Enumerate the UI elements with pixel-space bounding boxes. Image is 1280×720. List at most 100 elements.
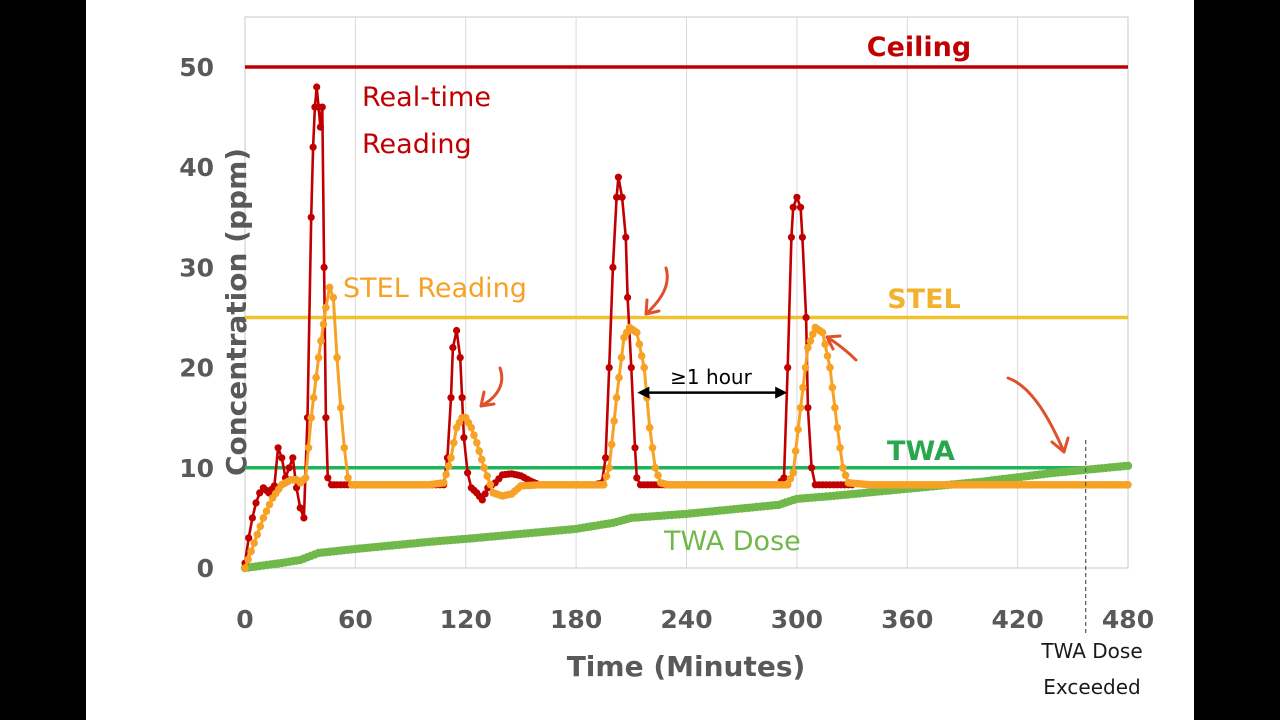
ceiling-label: Ceiling [867, 32, 971, 63]
data-point [796, 403, 805, 412]
data-point [786, 475, 795, 483]
data-point [244, 555, 252, 564]
data-point [477, 455, 486, 464]
data-point [831, 403, 839, 412]
data-point [804, 343, 812, 352]
data-point [301, 474, 310, 482]
data-point [841, 471, 850, 480]
one-hour-arrowhead-left [637, 386, 650, 399]
data-point [241, 564, 249, 572]
twa-exceeded-label-line2: Exceeded [1043, 675, 1140, 699]
y-tick-label: 50 [179, 53, 214, 82]
data-point [289, 454, 297, 462]
data-point [1123, 461, 1133, 470]
x-tick-label: 120 [440, 605, 492, 634]
data-point [439, 479, 448, 487]
chart-figure: 0 60 120 180 240 300 360 420 480 0 10 20 30 40 50 Tim… [86, 0, 1194, 720]
data-point [823, 352, 832, 360]
data-point [635, 340, 644, 349]
x-tick-label: 0 [236, 605, 253, 634]
x-tick-label: 420 [992, 605, 1044, 634]
y-tick-label: 20 [179, 354, 214, 383]
data-point [791, 447, 800, 455]
x-tick-label: 180 [550, 605, 602, 634]
data-point [618, 193, 626, 201]
data-point [262, 507, 271, 515]
data-point [783, 481, 792, 489]
data-point [483, 472, 492, 480]
data-point [617, 353, 626, 362]
data-point [633, 474, 641, 482]
data-point [245, 534, 253, 542]
data-point [447, 394, 455, 402]
data-point [475, 447, 484, 455]
data-point [317, 337, 325, 345]
data-point [464, 469, 472, 477]
y-axis-title: Concentration (ppm) [220, 148, 253, 476]
data-point [312, 373, 320, 382]
data-point [789, 203, 797, 211]
x-tick-label: 60 [338, 605, 373, 634]
arrow-icon [644, 266, 669, 316]
data-point [333, 353, 341, 362]
data-point [605, 364, 613, 372]
x-axis-title: Time (Minutes) [567, 650, 806, 683]
data-point [322, 303, 330, 312]
data-point [787, 233, 796, 241]
data-point [651, 464, 659, 472]
one-hour-annotation: ≥1 hour [637, 365, 788, 399]
data-point [467, 423, 476, 432]
data-point [300, 514, 308, 522]
realtime-label-line1: Real-time [362, 82, 491, 113]
data-point [607, 440, 616, 449]
data-point [250, 539, 258, 547]
data-point [309, 393, 318, 402]
data-point [329, 293, 338, 302]
arrow-icon [1006, 376, 1070, 454]
data-point [622, 233, 630, 241]
data-point [256, 489, 264, 497]
twa-exceeded-label-line1: TWA Dose [1040, 639, 1142, 663]
data-point [833, 423, 842, 432]
data-point [826, 363, 834, 372]
series-stel-reading [241, 283, 1132, 572]
data-point [802, 313, 810, 322]
data-point [804, 404, 812, 412]
data-point [799, 383, 807, 392]
data-point [640, 363, 648, 372]
data-point [614, 173, 623, 181]
data-point [304, 444, 313, 452]
data-point [285, 464, 293, 472]
y-axis-ticks: 0 10 20 30 40 50 [179, 53, 214, 583]
data-point [836, 444, 844, 452]
data-point [610, 417, 618, 425]
data-point [809, 330, 817, 339]
arrow-icon [479, 366, 504, 408]
data-point [602, 454, 610, 462]
data-point [307, 213, 315, 221]
data-point [460, 434, 468, 442]
data-point [605, 464, 613, 472]
data-point [794, 425, 802, 434]
data-point [316, 123, 324, 131]
data-point [828, 383, 837, 392]
data-point [325, 283, 334, 292]
data-point [631, 444, 639, 452]
data-point [784, 364, 792, 372]
realtime-label-line2: Reading [362, 129, 472, 160]
data-point [309, 143, 317, 151]
data-point [248, 514, 256, 522]
data-point [340, 444, 349, 452]
data-point [313, 83, 321, 91]
data-point [253, 530, 262, 539]
twa-label: TWA [887, 436, 955, 467]
data-point [818, 328, 827, 337]
series-twa-dose [240, 461, 1133, 573]
twa-dose-label: TWA Dose [663, 526, 801, 557]
data-point [793, 193, 801, 201]
y-tick-label: 10 [179, 454, 214, 483]
x-tick-label: 480 [1102, 605, 1154, 634]
data-point [1124, 481, 1132, 489]
data-point [278, 454, 286, 462]
data-point [336, 403, 345, 412]
